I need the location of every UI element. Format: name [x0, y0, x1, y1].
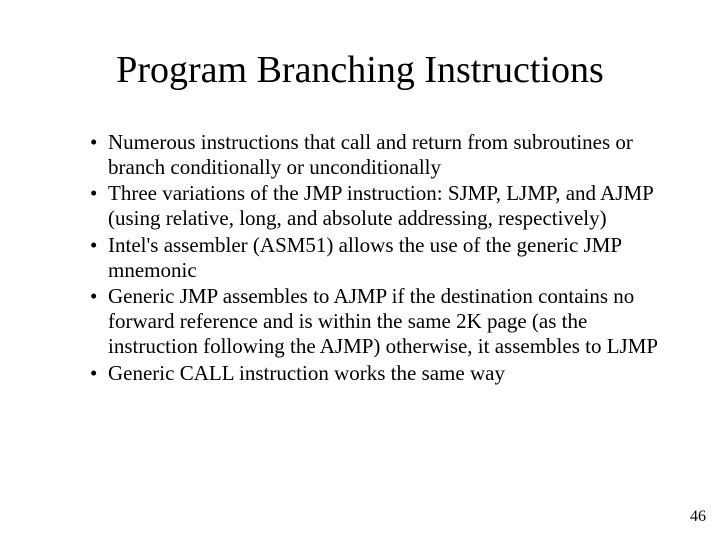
list-item: Numerous instructions that call and retu… — [90, 130, 660, 180]
page-number: 46 — [690, 508, 706, 526]
slide: Program Branching Instructions Numerous … — [0, 0, 720, 540]
list-item: Intel's assembler (ASM51) allows the use… — [90, 233, 660, 283]
list-item: Generic CALL instruction works the same … — [90, 361, 660, 386]
bullet-list: Numerous instructions that call and retu… — [60, 130, 660, 386]
list-item: Generic JMP assembles to AJMP if the des… — [90, 284, 660, 358]
slide-title: Program Branching Instructions — [60, 50, 660, 92]
list-item: Three variations of the JMP instruction:… — [90, 181, 660, 231]
